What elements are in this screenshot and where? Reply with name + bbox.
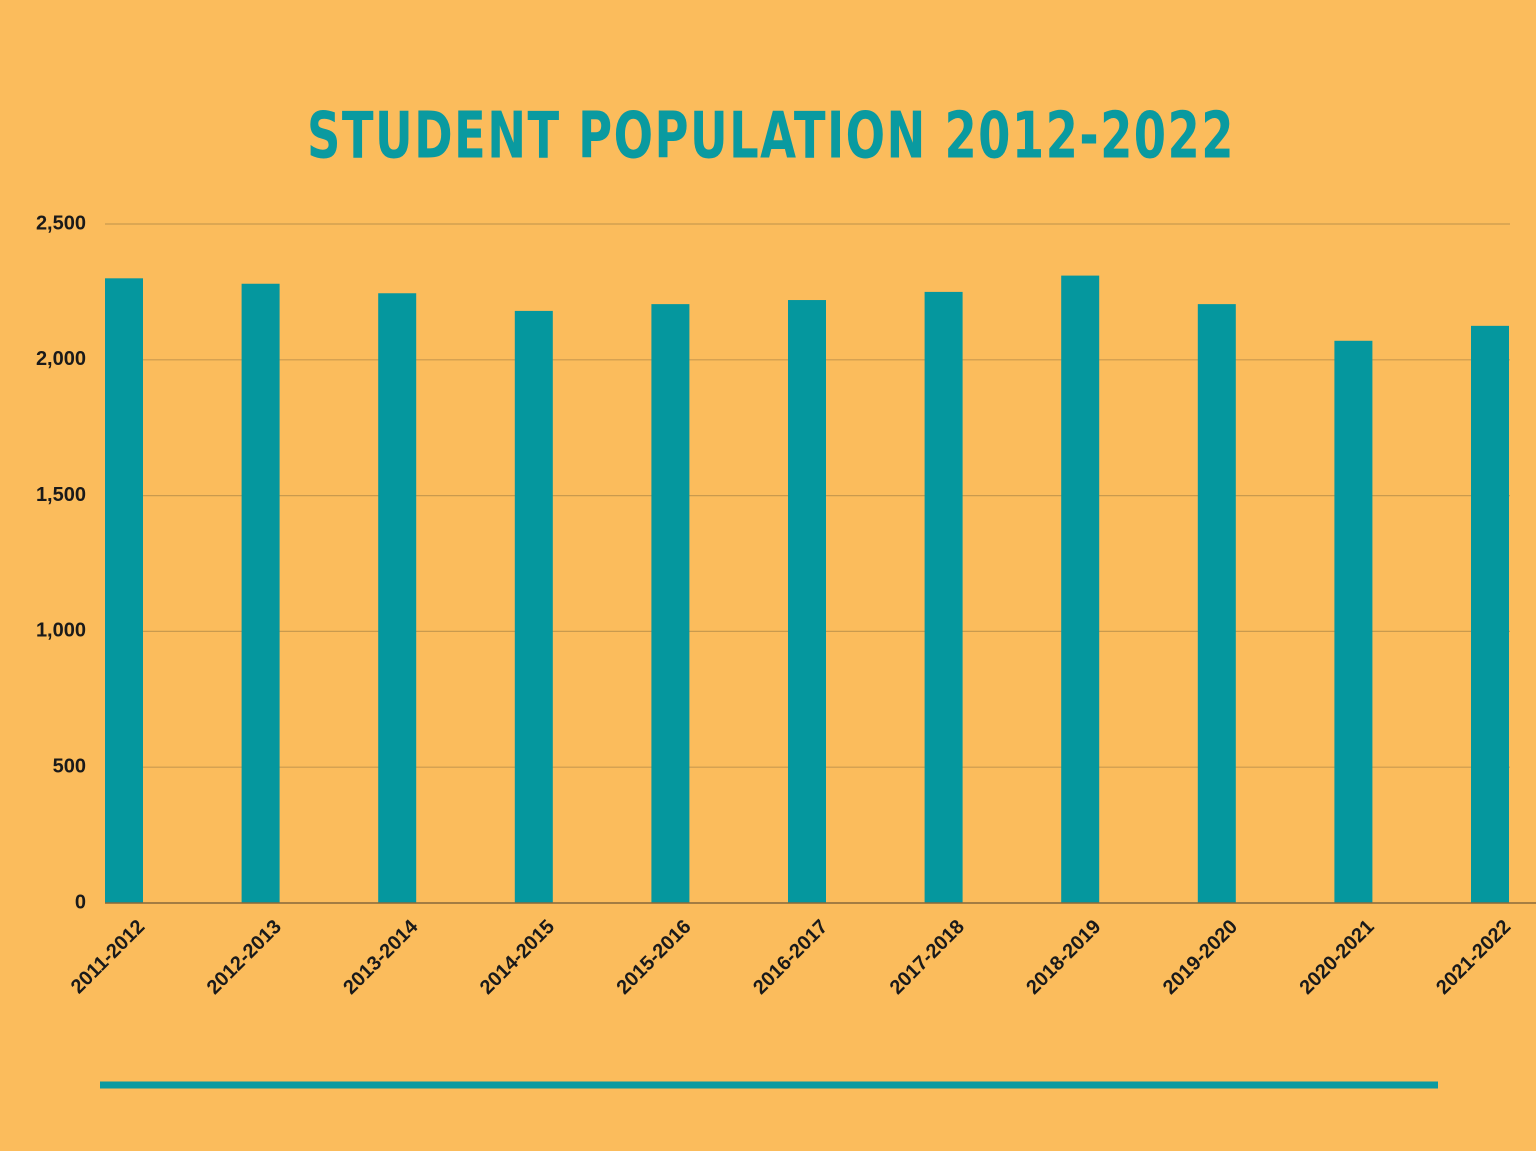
- bar: [378, 293, 417, 903]
- bar: [105, 278, 143, 903]
- bar: [1471, 325, 1509, 904]
- bar: [788, 300, 826, 904]
- bar: [1197, 304, 1236, 903]
- y-tick-label: 2,000: [36, 348, 86, 370]
- bar: [1334, 340, 1373, 904]
- y-tick-label: 1,500: [36, 484, 86, 506]
- bar: [924, 291, 963, 903]
- bar: [651, 304, 690, 903]
- y-tick-label: 1,000: [36, 620, 86, 642]
- bar: [514, 310, 553, 903]
- chart-title: STUDENT POPULATION 2012-2022: [307, 100, 1235, 174]
- y-tick-label: 0: [75, 891, 86, 913]
- y-tick-label: 2,500: [36, 212, 86, 234]
- bar: [1061, 275, 1100, 903]
- y-tick-label: 500: [53, 755, 86, 777]
- bar: [241, 283, 280, 903]
